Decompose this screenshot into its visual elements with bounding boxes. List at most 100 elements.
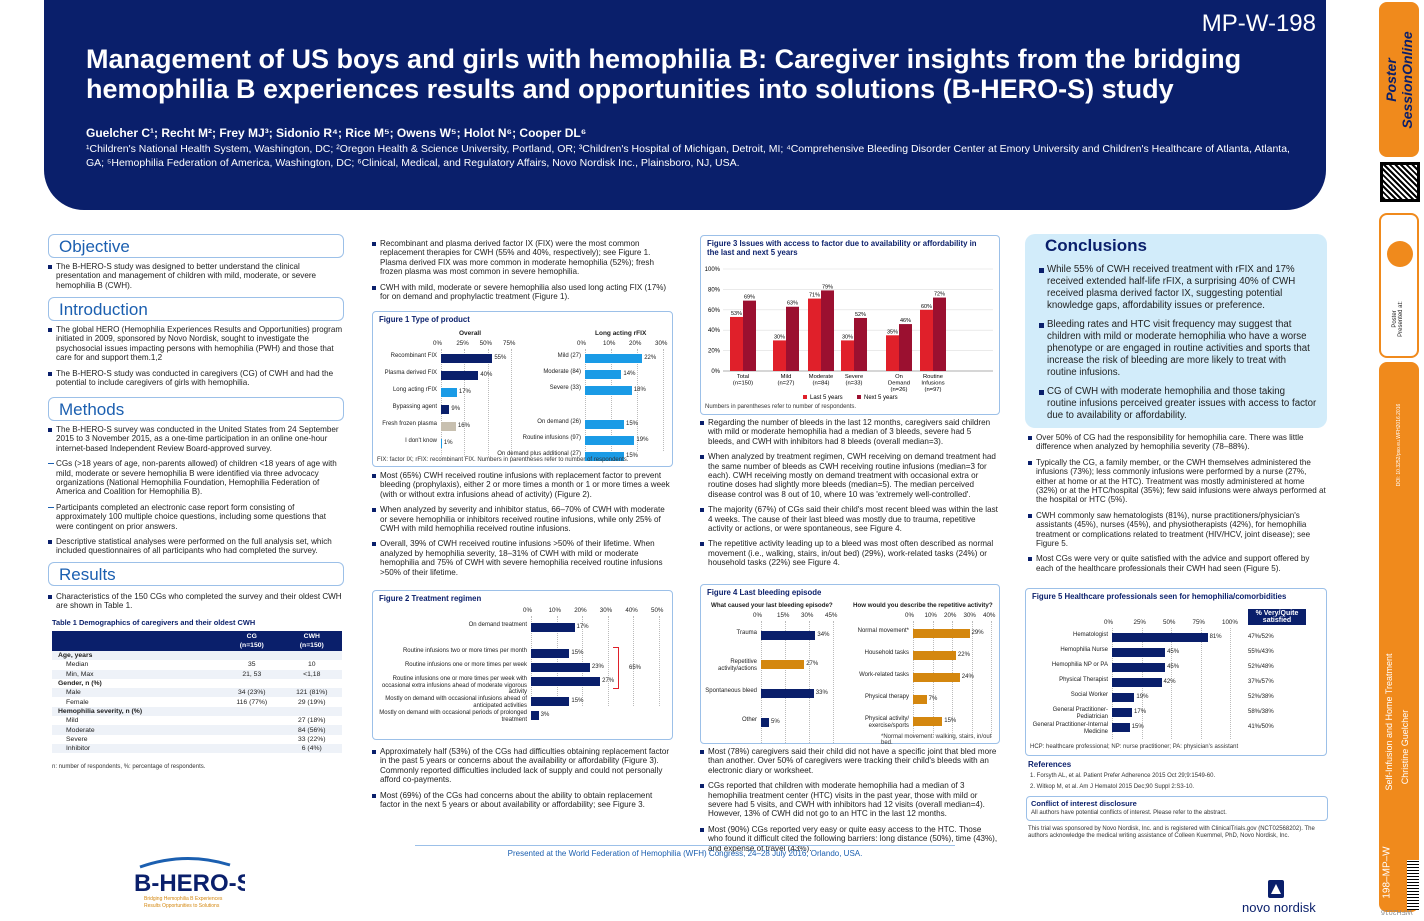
satisfaction-value: 55%/43% <box>1248 649 1274 655</box>
presented-at-label: Poster Presented at: <box>1392 301 1404 337</box>
bar-value: 27% <box>602 678 615 684</box>
table-row: Median 35 10 <box>52 660 342 670</box>
table1-note: n: number of respondents, %: percentage … <box>52 764 206 770</box>
bar-label: Routine infusions two or more times per … <box>402 648 527 654</box>
bar <box>531 711 539 720</box>
table-row: Severe 33 (22%) <box>52 734 342 744</box>
bar-value: 1% <box>443 440 453 446</box>
axis-tick: 25% <box>456 340 469 347</box>
table-row: Female 116 (77%) 29 (19%) <box>52 697 342 707</box>
gridline <box>659 616 660 706</box>
bar-label: Fresh frozen plasma <box>382 421 437 427</box>
bar-value: 52% <box>855 312 866 318</box>
legend-swatch-next <box>857 395 861 399</box>
col2-text-mid: Most (65%) CWH received routine infusion… <box>372 471 672 583</box>
doi-text: DOI: 10.3252/pso.eu.WFH2016.2016 <box>1396 403 1402 487</box>
bar-label: Social Worker <box>1070 692 1108 698</box>
axis-tick: 20% <box>944 612 957 619</box>
bar-label: General Practitioner-Internal Medicine <box>1032 722 1108 735</box>
table-row: Hemophilia severity, n (%) <box>52 706 342 717</box>
gridline <box>441 349 442 457</box>
col4-text: Over 50% of CG had the responsibility fo… <box>1028 433 1326 579</box>
axis-tick: 30% <box>599 607 613 614</box>
bar <box>585 354 643 363</box>
bar <box>585 420 624 429</box>
figure1-title: Figure 1 Type of product <box>379 315 470 324</box>
bar-value: 7% <box>928 696 938 702</box>
bar-label: Severe (33) <box>549 385 581 391</box>
bar-value: 15% <box>944 718 957 724</box>
bar-label: Recombinant FIX <box>390 353 437 359</box>
col3-text-top: Regarding the number of bleeds in the la… <box>700 418 998 574</box>
bar-label: Physical therapy <box>864 694 909 700</box>
session-title: Self-Infusion and Home Treatment <box>1384 653 1394 791</box>
gridline <box>785 621 786 743</box>
gridline <box>511 349 512 457</box>
axis-tick: 0% <box>905 612 914 619</box>
bar-value: 30% <box>842 334 853 340</box>
bar-label: Routine infusions one or more times per … <box>381 676 527 695</box>
gridline <box>585 349 586 451</box>
bar-value: 22% <box>644 355 657 361</box>
bar-value: 71% <box>809 293 820 299</box>
bar-value: 17% <box>1134 709 1147 715</box>
svg-text:Results Opportunities to Solut: Results Opportunities to Solutions <box>144 903 220 909</box>
bar-value: 3% <box>540 712 550 718</box>
bar-label: I don't know <box>405 438 437 444</box>
session-author: Christine Guelcher <box>1400 709 1410 785</box>
bar-last <box>730 316 743 371</box>
bar-value: 19% <box>636 437 649 443</box>
bar-value: 40% <box>480 372 493 378</box>
figure3-note: Numbers in parentheses refer to number o… <box>705 404 857 410</box>
satisfaction-value: 58%/38% <box>1248 709 1274 715</box>
poster-title: Management of US boys and girls with hem… <box>86 44 1242 104</box>
bar <box>531 677 601 686</box>
axis-tick: 10% <box>924 612 937 619</box>
table-cell: 35 <box>248 661 256 669</box>
figure5-satisfied-header: % Very/Quite satisfied <box>1248 609 1306 625</box>
bar-value: 81% <box>1209 634 1222 640</box>
table-cell: Moderate <box>66 726 95 734</box>
bar-label: Work-related tasks <box>859 672 909 678</box>
satisfaction-value: 41%/50% <box>1248 724 1274 730</box>
objective-text: The B-HERO-S study was designed to bette… <box>48 262 344 296</box>
table-cell: 29 (19%) <box>297 698 326 706</box>
bar <box>761 660 805 669</box>
gridline <box>464 349 466 457</box>
bar <box>761 718 769 727</box>
figure4-left-title: What caused your last bleeding episode? <box>711 602 833 609</box>
table-cell <box>282 679 342 688</box>
axis-tick: 25% <box>1133 619 1146 626</box>
figure4-title: Figure 4 Last bleeding episode <box>707 588 822 597</box>
figure5-title: Figure 5 Healthcare professionals seen f… <box>1032 592 1287 601</box>
table-cell: Median <box>66 661 89 669</box>
bar-next <box>933 297 946 371</box>
table-row: Inhibitor 6 (4%) <box>52 743 342 754</box>
table-cell: Gender, n (%) <box>58 680 102 688</box>
conclusion-3: CG of CWH with moderate hemophilia and t… <box>1039 386 1317 422</box>
gridline <box>607 616 609 706</box>
bar-label: Mild (27) <box>557 353 581 359</box>
reference-2: 2. Witkop M, et al. Am J Hematol 2015 De… <box>1030 784 1195 790</box>
bar <box>585 436 635 445</box>
bar-value: 17% <box>576 624 589 630</box>
bar-value: 34% <box>817 632 830 638</box>
bar-next <box>821 290 834 371</box>
coi-box: Conflict of interest disclosure All auth… <box>1026 796 1328 821</box>
table-cell: 6 (4%) <box>301 745 322 753</box>
methods-heading: Methods <box>48 397 344 421</box>
figure5-note: HCP: healthcare professional; NP: nurse … <box>1030 744 1239 750</box>
gridline <box>531 616 532 706</box>
bar-value: 55% <box>494 355 507 361</box>
bar-value: 15% <box>571 650 584 656</box>
introduction-heading: Introduction <box>48 297 344 321</box>
bar-value: 18% <box>633 387 646 393</box>
axis-tick: 75% <box>1192 619 1205 626</box>
bar-value: 9% <box>451 406 461 412</box>
gridline <box>1200 628 1202 739</box>
gridline <box>833 621 834 743</box>
sponsor-note: This trial was sponsored by Novo Nordisk… <box>1028 826 1315 839</box>
table-row: Min, Max 21, 53 <1,18 <box>52 669 342 679</box>
figure1-left-title: Overall <box>459 330 482 337</box>
bar-value: 23% <box>591 664 604 670</box>
